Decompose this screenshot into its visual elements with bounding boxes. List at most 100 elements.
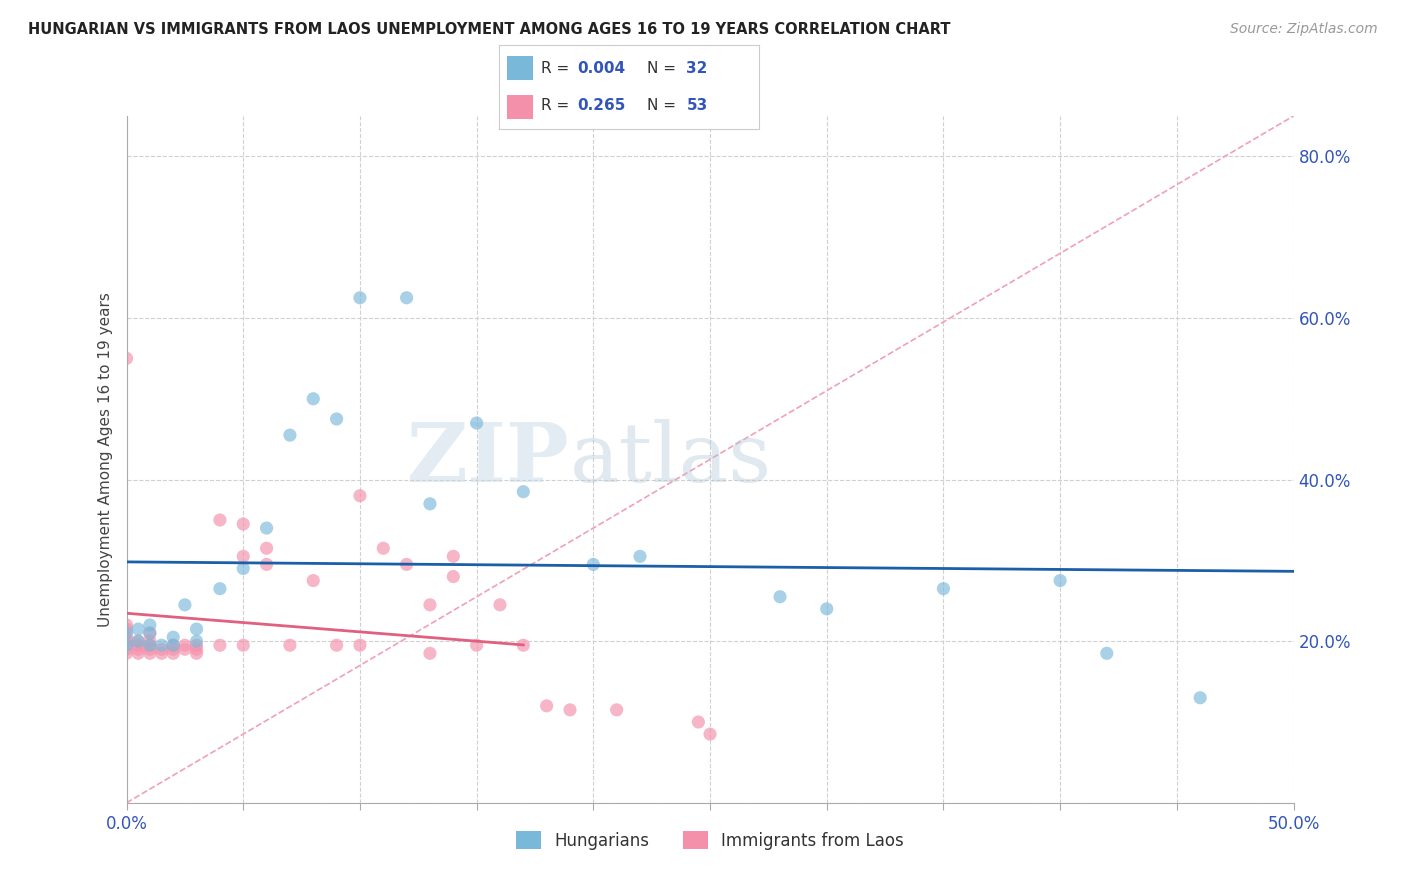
Point	[582, 558, 605, 572]
Point	[489, 598, 512, 612]
Point	[208, 513, 231, 527]
Point	[232, 516, 254, 531]
Point	[115, 630, 138, 644]
Point	[628, 549, 651, 564]
Point	[208, 582, 231, 596]
Point	[278, 638, 301, 652]
Point	[139, 634, 162, 648]
Point	[186, 642, 208, 657]
Point	[115, 634, 138, 648]
Text: 32: 32	[686, 61, 707, 76]
Point	[139, 618, 162, 632]
Point	[186, 622, 208, 636]
Point	[419, 497, 441, 511]
Point	[441, 569, 464, 583]
Point	[688, 714, 710, 729]
Point	[162, 630, 184, 644]
Point	[162, 646, 184, 660]
Point	[208, 638, 231, 652]
Text: 0.004: 0.004	[578, 61, 626, 76]
Point	[606, 703, 628, 717]
Point	[349, 291, 371, 305]
Point	[115, 622, 138, 636]
Point	[232, 549, 254, 564]
Point	[127, 622, 149, 636]
Point	[115, 626, 138, 640]
Point	[115, 642, 138, 657]
Point	[395, 291, 418, 305]
Point	[127, 634, 149, 648]
Bar	[508, 56, 533, 80]
Point	[256, 541, 278, 556]
Point	[512, 638, 534, 652]
Point	[256, 558, 278, 572]
Point	[127, 634, 149, 648]
Point	[127, 638, 149, 652]
Point	[115, 646, 138, 660]
Point	[162, 638, 184, 652]
Point	[127, 642, 149, 657]
Point	[150, 642, 173, 657]
Point	[349, 489, 371, 503]
Text: atlas: atlas	[569, 419, 772, 500]
Point	[174, 642, 197, 657]
Point	[419, 598, 441, 612]
Point	[441, 549, 464, 564]
Point	[302, 392, 325, 406]
Point	[186, 638, 208, 652]
Point	[373, 541, 395, 556]
Point	[139, 646, 162, 660]
Point	[512, 484, 534, 499]
Point	[815, 602, 838, 616]
Point	[174, 638, 197, 652]
Point	[278, 428, 301, 442]
Text: HUNGARIAN VS IMMIGRANTS FROM LAOS UNEMPLOYMENT AMONG AGES 16 TO 19 YEARS CORRELA: HUNGARIAN VS IMMIGRANTS FROM LAOS UNEMPL…	[28, 22, 950, 37]
Text: 0.265: 0.265	[578, 98, 626, 113]
Point	[465, 416, 488, 430]
Point	[699, 727, 721, 741]
Point	[150, 646, 173, 660]
Text: ZIP: ZIP	[408, 419, 569, 500]
Point	[139, 638, 162, 652]
Text: R =: R =	[541, 61, 569, 76]
Text: Source: ZipAtlas.com: Source: ZipAtlas.com	[1230, 22, 1378, 37]
Point	[139, 638, 162, 652]
Point	[186, 634, 208, 648]
Point	[186, 646, 208, 660]
Point	[150, 638, 173, 652]
Point	[302, 574, 325, 588]
Point	[139, 626, 162, 640]
Point	[932, 582, 955, 596]
Point	[139, 626, 162, 640]
Point	[115, 351, 138, 366]
Point	[558, 703, 581, 717]
Point	[536, 698, 558, 713]
Text: N =: N =	[647, 61, 676, 76]
Point	[465, 638, 488, 652]
Point	[115, 638, 138, 652]
Point	[1095, 646, 1118, 660]
Point	[232, 561, 254, 575]
Point	[162, 638, 184, 652]
Point	[256, 521, 278, 535]
Legend: Hungarians, Immigrants from Laos: Hungarians, Immigrants from Laos	[509, 825, 911, 856]
Point	[139, 642, 162, 657]
Text: N =: N =	[647, 98, 676, 113]
Point	[115, 618, 138, 632]
Point	[115, 638, 138, 652]
Point	[1049, 574, 1071, 588]
Point	[419, 646, 441, 660]
Bar	[508, 95, 533, 120]
Text: 53: 53	[686, 98, 707, 113]
Point	[395, 558, 418, 572]
Point	[162, 642, 184, 657]
Point	[174, 598, 197, 612]
Point	[232, 638, 254, 652]
Point	[349, 638, 371, 652]
Y-axis label: Unemployment Among Ages 16 to 19 years: Unemployment Among Ages 16 to 19 years	[97, 292, 112, 627]
Point	[769, 590, 792, 604]
Point	[1189, 690, 1212, 705]
Point	[325, 638, 347, 652]
Point	[127, 646, 149, 660]
Point	[325, 412, 347, 426]
